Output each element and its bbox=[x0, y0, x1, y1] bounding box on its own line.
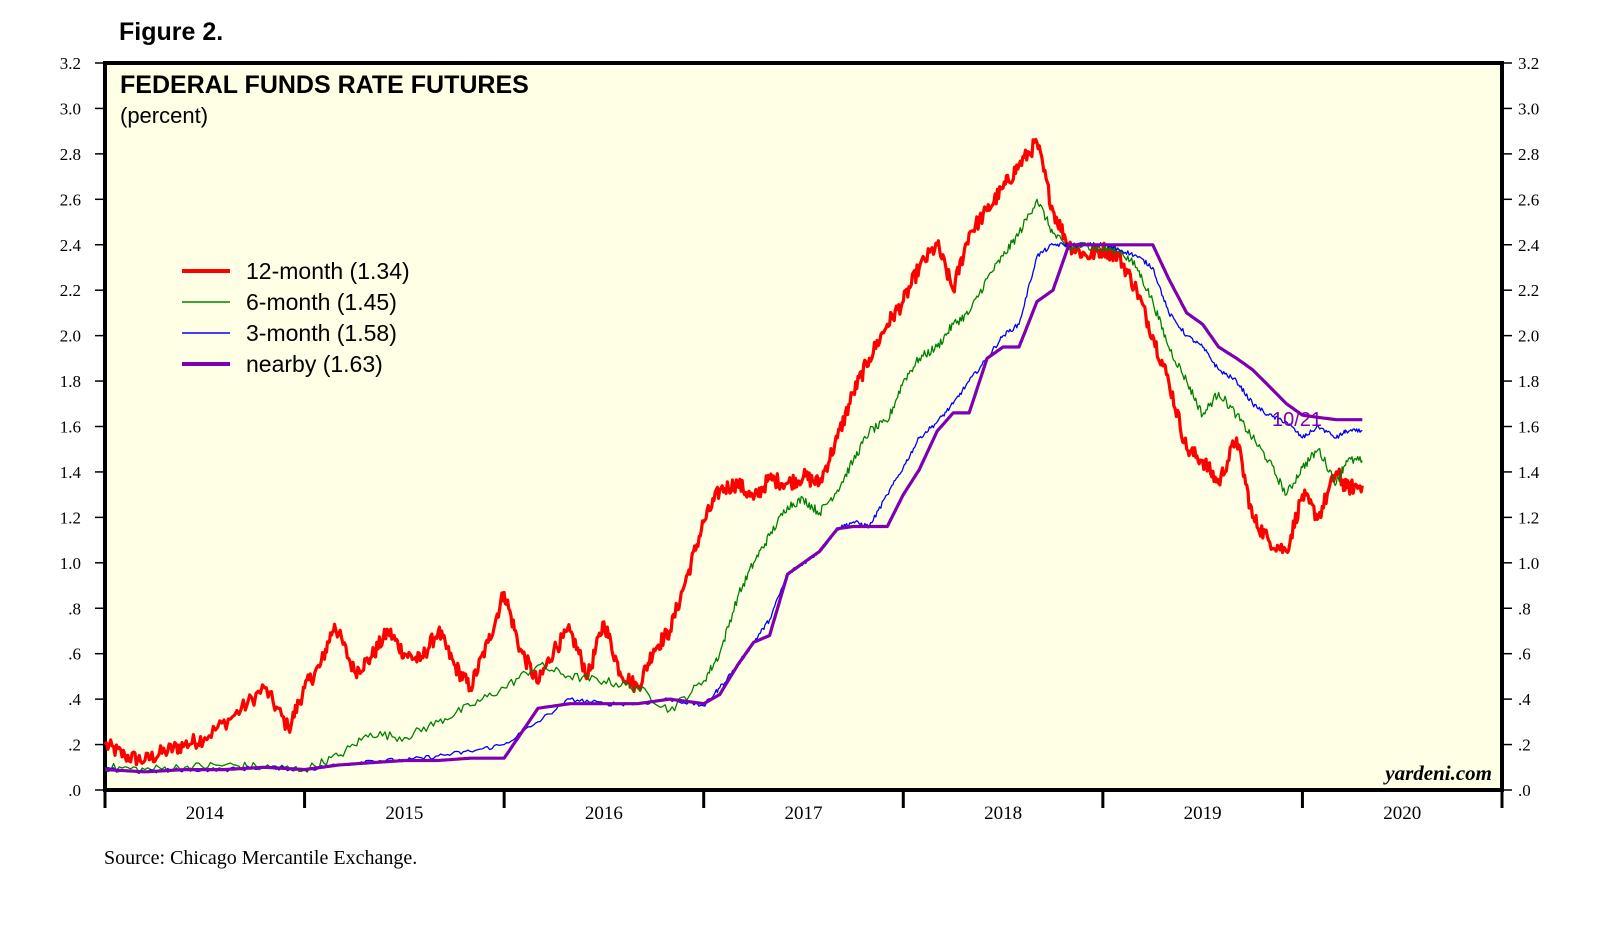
y-tick-label-left: .2 bbox=[68, 736, 81, 755]
date-annotation: 10/21 bbox=[1272, 409, 1322, 431]
legend-label: nearby (1.63) bbox=[246, 351, 383, 377]
y-tick-label-right: 2.6 bbox=[1518, 190, 1539, 209]
legend: 12-month (1.34) 6-month (1.45) 3-month (1.… bbox=[182, 258, 410, 377]
y-axis-left: .0 .2 .4 .6 .8 1.0 1.2 1.4 1.6 1.8 2.0 2.2 2.4 2.6 2.8… bbox=[60, 54, 105, 800]
y-tick-label-left: 1.6 bbox=[60, 418, 81, 437]
y-axis-right: .0 .2 .4 .6 .8 1.0 1.2 1.4 1.6 1.8 2.0 2.2 2.4 2.6 2.8… bbox=[1502, 54, 1540, 800]
x-axis: 2014 2015 2016 2017 2018 2019 2020 bbox=[103, 790, 1504, 824]
chart-subtitle: (percent) bbox=[120, 103, 208, 128]
y-tick-label-left: 2.6 bbox=[60, 190, 81, 209]
legend-label: 3-month (1.58) bbox=[246, 320, 397, 346]
y-tick-label-right: 2.2 bbox=[1518, 281, 1539, 300]
series-lines bbox=[103, 137, 1364, 774]
x-tick-label: 2016 bbox=[585, 803, 623, 824]
y-tick-label-left: 3.0 bbox=[60, 99, 81, 118]
x-tick-label: 2014 bbox=[186, 803, 225, 824]
y-tick-label-left: 2.4 bbox=[60, 236, 82, 255]
y-tick-label-left: 1.8 bbox=[60, 372, 81, 391]
y-tick-label-right: .8 bbox=[1518, 599, 1531, 618]
plot-background bbox=[103, 61, 1504, 792]
y-tick-label-right: 2.4 bbox=[1518, 236, 1540, 255]
y-tick-label-right: .6 bbox=[1518, 645, 1531, 664]
y-tick-label-right: 3.0 bbox=[1518, 99, 1539, 118]
y-tick-label-left: .4 bbox=[68, 690, 81, 709]
legend-label: 6-month (1.45) bbox=[246, 289, 397, 315]
legend-label: 12-month (1.34) bbox=[246, 258, 410, 284]
y-tick-label-left: 2.8 bbox=[60, 145, 81, 164]
y-tick-label-left: 3.2 bbox=[60, 54, 81, 73]
y-tick-label-left: 1.0 bbox=[60, 554, 81, 573]
y-tick-label-right: 1.2 bbox=[1518, 508, 1539, 527]
y-tick-label-left: 1.2 bbox=[60, 508, 81, 527]
series-line-0 bbox=[103, 137, 1364, 767]
series-line-2 bbox=[104, 242, 1363, 774]
x-tick-label: 2020 bbox=[1383, 803, 1421, 824]
y-tick-label-right: .4 bbox=[1518, 690, 1531, 709]
y-tick-label-left: 2.2 bbox=[60, 281, 81, 300]
y-tick-label-right: 3.2 bbox=[1518, 54, 1539, 73]
y-tick-label-right: 1.0 bbox=[1518, 554, 1539, 573]
y-tick-label-left: 2.0 bbox=[60, 327, 81, 346]
chart-title: FEDERAL FUNDS RATE FUTURES bbox=[120, 71, 529, 99]
x-tick-label: 2015 bbox=[385, 803, 423, 824]
x-tick-label: 2017 bbox=[785, 803, 823, 824]
y-tick-label-right: .0 bbox=[1518, 781, 1531, 800]
y-tick-label-right: .2 bbox=[1518, 736, 1531, 755]
y-tick-label-right: 1.6 bbox=[1518, 418, 1539, 437]
x-tick-label: 2018 bbox=[984, 803, 1022, 824]
y-tick-label-left: 1.4 bbox=[60, 463, 82, 482]
y-tick-label-left: .6 bbox=[68, 645, 81, 664]
series-line-1 bbox=[104, 198, 1363, 774]
y-tick-label-right: 1.8 bbox=[1518, 372, 1539, 391]
y-tick-label-right: 2.8 bbox=[1518, 145, 1539, 164]
y-tick-label-right: 1.4 bbox=[1518, 463, 1540, 482]
y-tick-label-left: .0 bbox=[68, 781, 81, 800]
series-line-3 bbox=[104, 243, 1363, 774]
y-tick-label-left: .8 bbox=[68, 599, 81, 618]
y-tick-label-right: 2.0 bbox=[1518, 327, 1539, 346]
figure-label: Figure 2. bbox=[119, 18, 224, 46]
source-note: Source: Chicago Mercantile Exchange. bbox=[104, 847, 418, 869]
x-tick-label: 2019 bbox=[1184, 803, 1222, 824]
watermark: yardeni.com bbox=[1382, 761, 1492, 785]
